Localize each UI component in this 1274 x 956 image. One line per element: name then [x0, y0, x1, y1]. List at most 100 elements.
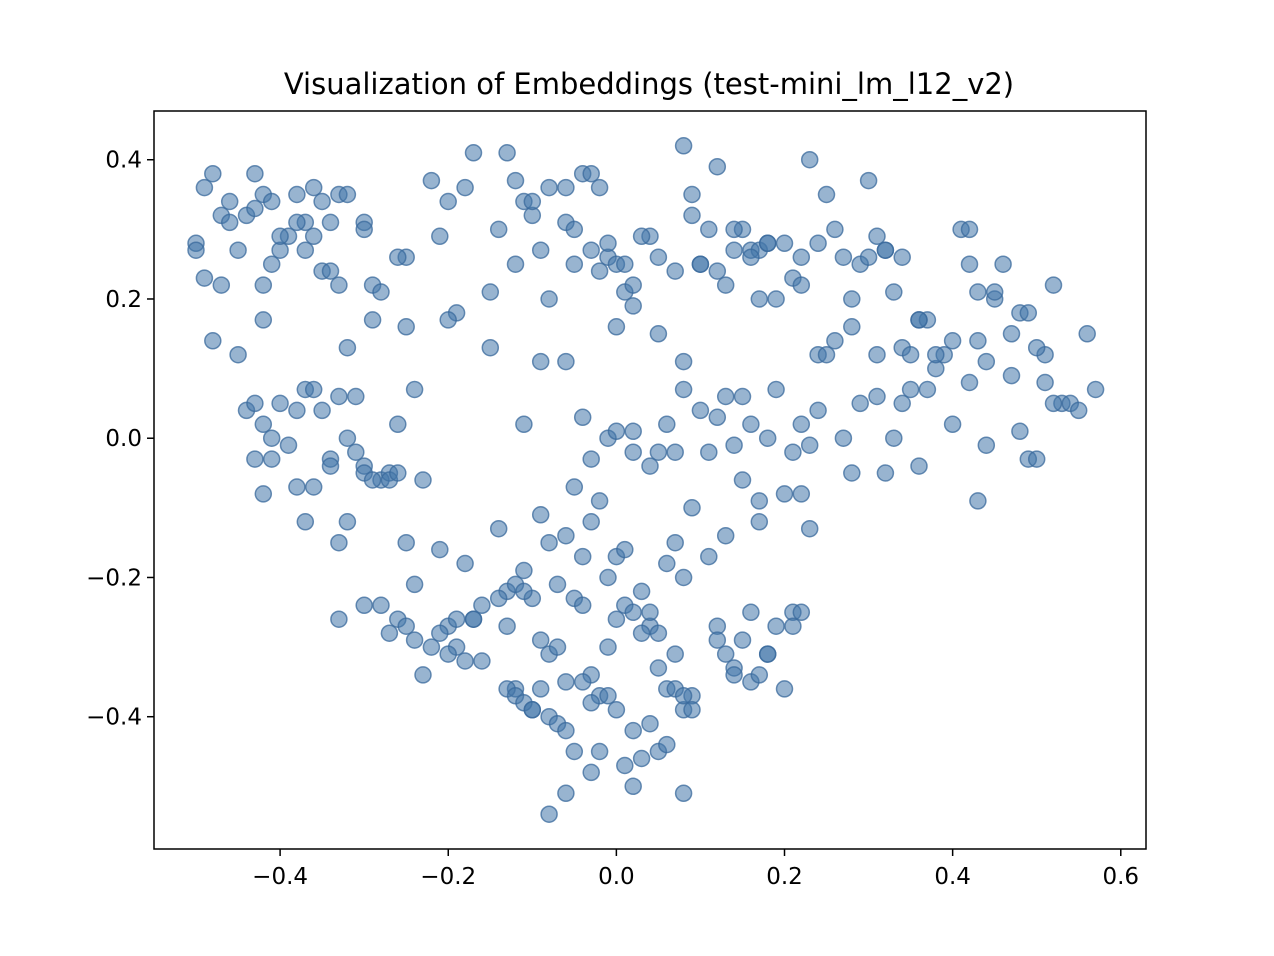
data-point — [725, 220, 743, 239]
data-point — [985, 283, 1004, 301]
data-point — [666, 262, 684, 280]
data-point — [792, 485, 811, 503]
data-point — [313, 401, 331, 420]
data-point — [431, 227, 449, 246]
data-point — [540, 290, 558, 308]
data-point — [481, 338, 500, 357]
x-tick-label: −0.2 — [420, 864, 476, 890]
x-tick-label: 0.0 — [598, 864, 635, 890]
data-point — [1027, 338, 1046, 357]
data-point — [624, 276, 642, 294]
data-point — [624, 603, 642, 622]
data-point — [363, 311, 382, 329]
data-point — [464, 144, 483, 162]
data-point — [582, 164, 600, 183]
data-point — [489, 589, 508, 608]
data-point — [691, 401, 710, 420]
data-point — [246, 199, 264, 218]
data-point — [775, 485, 794, 503]
data-point — [330, 533, 348, 552]
data-point — [279, 436, 298, 454]
data-point — [540, 533, 558, 552]
data-point — [859, 171, 878, 190]
data-point — [918, 380, 937, 399]
data-point — [220, 213, 239, 232]
data-point — [506, 171, 525, 190]
data-point — [254, 311, 273, 329]
data-point — [246, 394, 264, 413]
data-point — [515, 561, 533, 580]
data-point — [254, 485, 273, 503]
data-point — [700, 443, 718, 461]
data-point — [607, 701, 626, 719]
data-point — [338, 429, 357, 447]
data-point — [557, 721, 575, 740]
data-point — [439, 192, 457, 211]
data-point — [658, 415, 676, 434]
y-tick-label: −0.4 — [86, 705, 142, 731]
data-point — [834, 248, 853, 266]
data-point — [565, 742, 584, 761]
data-point — [262, 450, 281, 468]
y-tick-label: 0.2 — [105, 287, 142, 313]
data-point — [548, 575, 567, 594]
data-point — [330, 387, 348, 406]
data-point — [321, 213, 340, 232]
data-point — [624, 777, 642, 796]
data-point — [632, 749, 651, 768]
data-point — [582, 450, 600, 468]
data-point — [649, 248, 668, 266]
data-point — [649, 624, 668, 642]
data-point — [447, 610, 466, 628]
data-point — [590, 742, 609, 761]
data-point — [725, 241, 743, 259]
data-point — [868, 387, 886, 406]
data-point — [910, 311, 928, 329]
data-point — [800, 436, 819, 454]
data-point — [868, 227, 886, 246]
data-point — [691, 255, 710, 273]
data-point — [700, 547, 718, 566]
data-point — [288, 213, 306, 232]
x-tick-label: −0.4 — [252, 864, 308, 890]
data-point — [262, 192, 281, 211]
data-point — [355, 596, 373, 615]
data-point — [523, 701, 542, 719]
data-point — [565, 220, 584, 239]
data-point — [792, 276, 811, 294]
data-point — [590, 178, 609, 197]
data-point — [809, 234, 827, 253]
data-point — [1019, 304, 1038, 322]
data-point — [607, 318, 626, 336]
data-point — [767, 617, 785, 635]
data-point — [439, 311, 457, 329]
data-point — [733, 387, 752, 406]
data-point — [262, 429, 281, 447]
data-point — [632, 227, 651, 246]
data-point — [590, 492, 609, 510]
data-point — [792, 603, 811, 622]
data-point — [649, 659, 668, 677]
data-point — [876, 241, 895, 259]
data-point — [758, 645, 777, 663]
data-point — [885, 283, 903, 301]
data-point — [422, 638, 441, 656]
data-point — [784, 617, 802, 635]
data-point — [372, 283, 390, 301]
data-point — [389, 464, 407, 482]
data-point — [531, 241, 550, 259]
data-point — [1044, 276, 1063, 294]
data-point — [262, 255, 281, 273]
data-point — [321, 262, 340, 280]
data-point — [515, 582, 533, 601]
data-point — [271, 227, 289, 246]
data-point — [397, 533, 415, 552]
data-point — [464, 610, 483, 628]
data-point — [338, 185, 357, 204]
data-point — [683, 206, 701, 225]
y-tick-label: 0.4 — [105, 148, 142, 174]
data-point — [716, 526, 735, 545]
data-point — [742, 248, 760, 266]
data-point — [725, 666, 743, 684]
